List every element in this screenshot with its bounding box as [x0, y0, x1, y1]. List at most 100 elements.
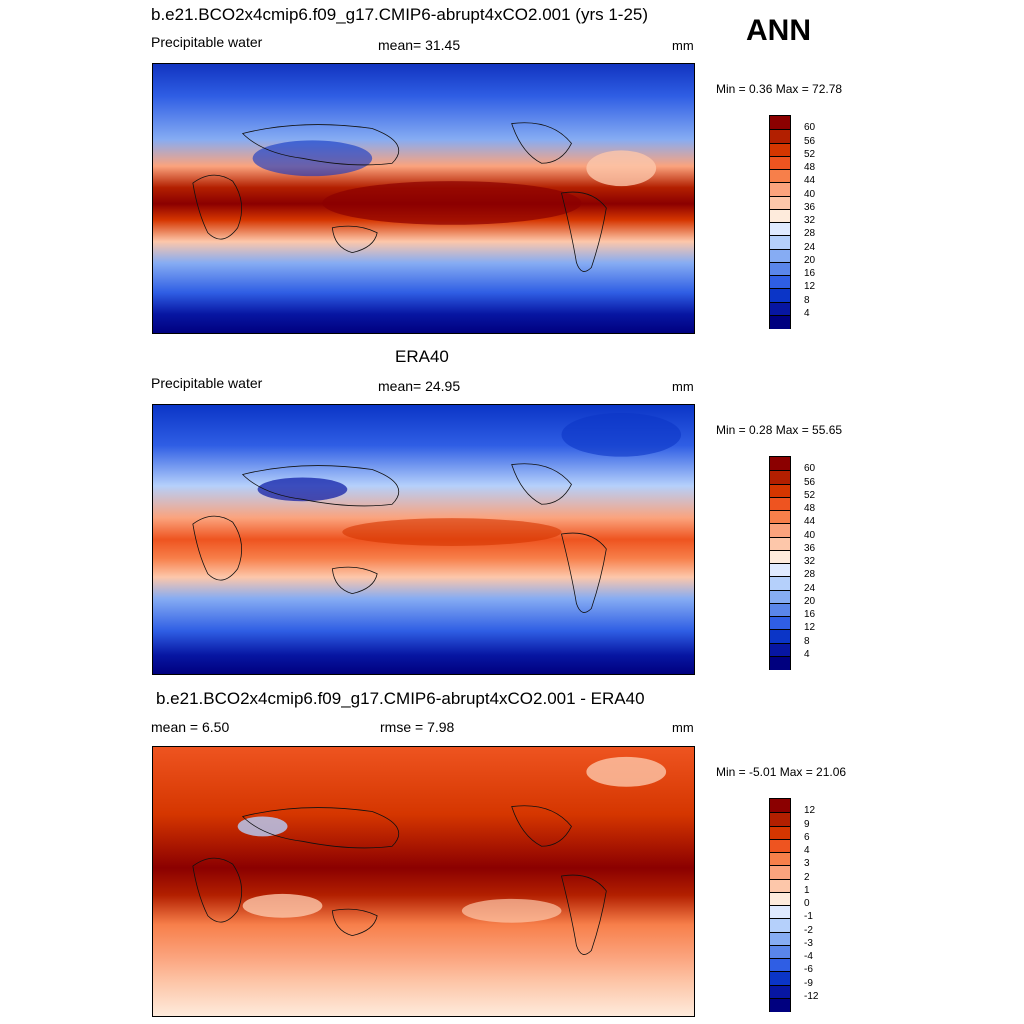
colorbar-tick-label: 4	[804, 307, 810, 319]
colorbar-tick	[770, 195, 790, 197]
colorbar-tick-label: 48	[804, 162, 816, 173]
colorbar-swatch	[770, 248, 790, 263]
colorbar-swatch	[770, 838, 790, 853]
colorbar-tick	[770, 865, 790, 867]
panel-1-units-label: mm	[672, 38, 694, 53]
colorbar-tick-label: 0	[804, 898, 810, 909]
colorbar-tick-label: 4	[804, 845, 810, 856]
colorbar-swatch	[770, 616, 790, 630]
colorbar-tick-label: 20	[804, 254, 816, 266]
colorbar-tick	[770, 208, 790, 210]
colorbar-swatch	[770, 169, 790, 183]
colorbar-swatch	[770, 878, 790, 893]
colorbar-tick-label: 1	[804, 884, 810, 896]
colorbar-swatch	[770, 958, 790, 972]
colorbar-tick-label: 48	[804, 503, 816, 514]
colorbar-swatch	[770, 655, 790, 670]
colorbar-tick	[770, 576, 790, 578]
colorbar-tick	[770, 314, 790, 316]
colorbar-swatch	[770, 931, 790, 946]
colorbar-tick-label: 36	[804, 201, 816, 213]
colorbar-swatch	[770, 483, 790, 498]
colorbar-swatch	[770, 301, 790, 316]
colorbar-tick	[770, 536, 790, 538]
panel-3-title: b.e21.BCO2x4cmip6.f09_g17.CMIP6-abrupt4x…	[156, 689, 645, 708]
colorbar-tick-label: 52	[804, 489, 816, 501]
colorbar-tick	[770, 878, 790, 880]
colorbar-tick-label: 20	[804, 595, 816, 607]
colorbar-swatch	[770, 510, 790, 524]
colorbar-tick	[770, 891, 790, 893]
colorbar-tick-label: -6	[804, 964, 813, 976]
colorbar-tick-label: 44	[804, 516, 816, 528]
panel-1-minmax: Min = 0.36 Max = 72.78	[716, 82, 843, 96]
panel-3-map-field	[153, 747, 694, 1016]
colorbar-tick	[770, 142, 790, 144]
panel-2-variable-label: Precipitable water	[151, 375, 263, 391]
colorbar-tick	[770, 905, 790, 906]
season-label: ANN	[746, 14, 811, 47]
colorbar-tick-label: -12	[804, 990, 819, 1002]
colorbar-swatch	[770, 235, 790, 249]
colorbar-swatch	[770, 918, 790, 932]
colorbar-tick	[770, 155, 790, 157]
colorbar-tick	[770, 169, 790, 170]
colorbar-tick	[770, 589, 790, 591]
colorbar-swatch	[770, 116, 790, 130]
colorbar-tick-label: 12	[804, 281, 816, 293]
colorbar-swatch	[770, 589, 790, 604]
colorbar-swatch	[770, 195, 790, 210]
colorbar-tick	[770, 852, 790, 853]
colorbar-tick-label: 4	[804, 648, 810, 660]
panel-3-colorbar	[769, 798, 791, 1012]
colorbar-swatch	[770, 536, 790, 551]
colorbar-tick	[770, 510, 790, 511]
colorbar-tick	[770, 248, 790, 250]
colorbar-swatch	[770, 496, 790, 511]
colorbar-tick-label: 6	[804, 831, 810, 843]
colorbar-tick	[770, 629, 790, 631]
panel-3-units-label: mm	[672, 720, 694, 735]
colorbar-swatch	[770, 182, 790, 196]
panel-1-mean-label: mean= 31.45	[378, 37, 461, 53]
colorbar-tick-label: 28	[804, 228, 816, 240]
panel-2-map	[152, 404, 695, 675]
colorbar-tick	[770, 616, 790, 617]
colorbar-tick	[770, 918, 790, 920]
colorbar-tick-label: -9	[804, 977, 813, 989]
colorbar-tick-label: 32	[804, 215, 816, 226]
colorbar-swatch	[770, 642, 790, 657]
colorbar-swatch	[770, 314, 790, 329]
colorbar-tick	[770, 483, 790, 485]
panel-3-map	[152, 746, 695, 1017]
colorbar-swatch	[770, 997, 790, 1012]
colorbar-tick	[770, 944, 790, 946]
colorbar-tick	[770, 549, 790, 551]
colorbar-tick-label: 8	[804, 635, 810, 647]
colorbar-swatch	[770, 457, 790, 471]
colorbar-tick	[770, 129, 790, 131]
panel-2-units-label: mm	[672, 379, 694, 394]
colorbar-swatch	[770, 261, 790, 276]
colorbar-tick-label: 8	[804, 294, 810, 306]
colorbar-swatch	[770, 629, 790, 643]
colorbar-tick-label: 60	[804, 463, 816, 475]
colorbar-tick	[770, 997, 790, 999]
colorbar-tick	[770, 838, 790, 840]
colorbar-tick-label: -2	[804, 924, 813, 936]
panel-2-map-field	[153, 405, 694, 674]
panel-2-minmax: Min = 0.28 Max = 55.65	[716, 423, 843, 437]
colorbar-tick	[770, 288, 790, 290]
colorbar-tick	[770, 971, 790, 973]
colorbar-tick-label: 16	[804, 609, 816, 620]
panel-3-rmse-label: rmse = 7.98	[380, 719, 455, 735]
colorbar-tick-label: 12	[804, 622, 816, 634]
colorbar-tick-label: 16	[804, 268, 816, 279]
colorbar-tick	[770, 523, 790, 525]
colorbar-tick-label: 3	[804, 858, 810, 870]
colorbar-tick-label: 44	[804, 175, 816, 187]
colorbar-tick-label: 52	[804, 148, 816, 160]
colorbar-tick	[770, 812, 790, 814]
colorbar-swatch	[770, 523, 790, 537]
colorbar-tick	[770, 470, 790, 472]
